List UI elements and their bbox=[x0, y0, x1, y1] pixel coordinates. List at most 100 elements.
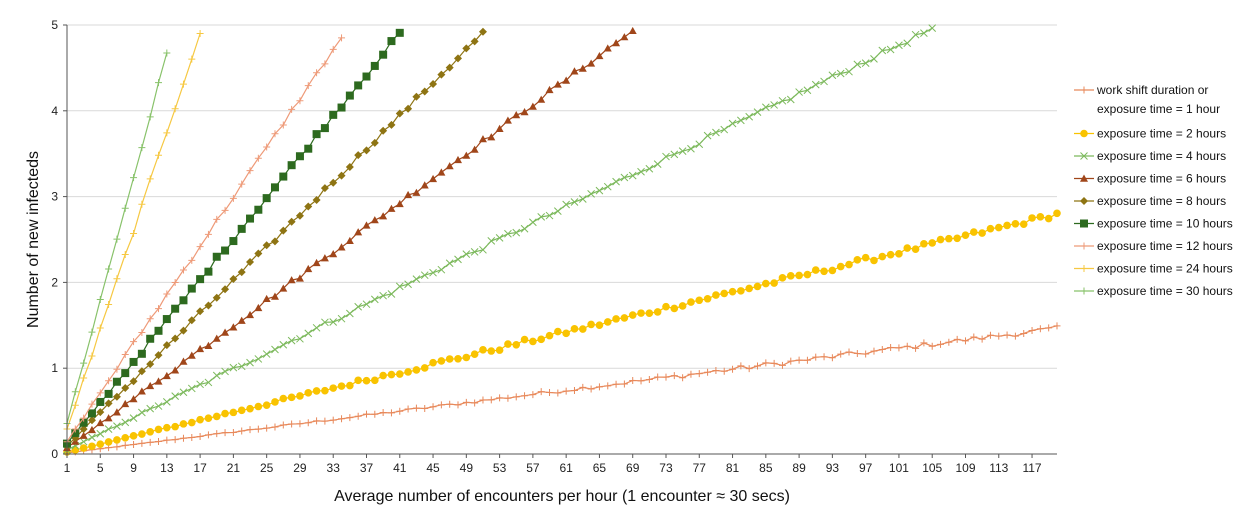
data-point bbox=[254, 249, 263, 258]
legend-item-7: exposure time = 12 hours bbox=[1074, 239, 1233, 253]
data-point bbox=[695, 296, 704, 305]
data-point bbox=[88, 328, 96, 336]
data-point bbox=[295, 152, 304, 161]
data-point bbox=[853, 350, 861, 358]
data-point bbox=[545, 211, 554, 220]
data-point bbox=[154, 377, 163, 385]
data-point bbox=[587, 320, 595, 329]
data-point bbox=[171, 392, 180, 400]
data-point bbox=[495, 346, 504, 354]
data-point bbox=[337, 314, 346, 323]
data-point bbox=[870, 55, 878, 63]
data-point bbox=[246, 167, 254, 175]
data-point bbox=[121, 350, 129, 358]
data-point bbox=[113, 365, 121, 373]
data-point bbox=[845, 260, 853, 269]
data-point bbox=[329, 45, 337, 53]
data-point bbox=[728, 119, 737, 128]
data-point bbox=[645, 376, 653, 384]
data-point bbox=[1080, 287, 1088, 295]
data-point bbox=[345, 162, 354, 171]
data-point bbox=[337, 103, 346, 112]
data-point bbox=[770, 101, 778, 109]
data-point bbox=[370, 295, 379, 304]
data-point bbox=[362, 376, 371, 385]
data-point bbox=[312, 130, 321, 139]
data-point bbox=[803, 270, 812, 279]
data-point bbox=[920, 339, 928, 347]
data-point bbox=[703, 294, 712, 303]
data-point bbox=[271, 345, 279, 354]
data-point bbox=[187, 316, 196, 325]
data-point bbox=[1003, 221, 1011, 230]
x-tick-label: 5 bbox=[97, 461, 104, 475]
series-3 bbox=[63, 24, 937, 454]
data-point bbox=[712, 128, 720, 137]
data-point bbox=[487, 396, 495, 404]
data-point bbox=[163, 129, 171, 137]
data-point bbox=[130, 174, 138, 182]
data-point bbox=[462, 151, 471, 159]
legend-label: exposure time = 2 hours bbox=[1097, 127, 1226, 141]
data-point bbox=[212, 412, 221, 421]
y-tick-label: 5 bbox=[51, 18, 58, 32]
data-point bbox=[478, 27, 487, 36]
data-point bbox=[670, 150, 679, 159]
data-point bbox=[1080, 86, 1088, 94]
data-point bbox=[179, 388, 188, 397]
data-point bbox=[262, 241, 271, 250]
data-point bbox=[462, 250, 471, 258]
data-point bbox=[171, 366, 180, 374]
data-point bbox=[395, 282, 404, 291]
x-tick-label: 85 bbox=[759, 461, 773, 475]
data-point bbox=[138, 408, 146, 417]
data-point bbox=[354, 228, 363, 236]
data-point bbox=[396, 407, 404, 415]
data-point bbox=[862, 350, 870, 358]
x-tick-label: 73 bbox=[659, 461, 673, 475]
data-point bbox=[138, 328, 146, 336]
series-6 bbox=[63, 28, 404, 448]
data-point bbox=[146, 381, 155, 390]
data-point bbox=[130, 440, 138, 448]
data-point bbox=[104, 414, 113, 422]
data-point bbox=[412, 188, 421, 196]
data-point bbox=[828, 354, 836, 362]
data-point bbox=[1011, 219, 1020, 228]
legend-label: exposure time = 1 hour bbox=[1097, 102, 1220, 116]
data-point bbox=[246, 404, 254, 413]
data-point bbox=[487, 347, 496, 355]
data-point bbox=[471, 399, 479, 407]
data-point bbox=[970, 228, 978, 236]
data-point bbox=[279, 340, 288, 349]
data-point bbox=[105, 300, 113, 308]
data-point bbox=[637, 309, 645, 317]
data-point bbox=[1080, 152, 1088, 160]
data-point bbox=[570, 67, 579, 75]
data-point bbox=[329, 250, 338, 258]
data-point bbox=[920, 239, 928, 248]
data-point bbox=[1028, 214, 1036, 222]
data-point bbox=[911, 245, 920, 253]
data-point bbox=[179, 80, 187, 88]
data-point bbox=[429, 79, 438, 88]
data-point bbox=[130, 229, 138, 237]
data-point bbox=[221, 328, 230, 336]
data-point bbox=[1080, 129, 1088, 138]
data-point bbox=[362, 300, 371, 309]
data-point bbox=[620, 380, 628, 388]
data-point bbox=[121, 441, 129, 449]
data-point bbox=[287, 393, 296, 402]
data-point bbox=[279, 172, 288, 181]
data-point bbox=[262, 350, 271, 358]
data-point bbox=[196, 243, 204, 251]
data-point bbox=[238, 180, 246, 188]
data-point bbox=[1036, 325, 1044, 333]
data-point bbox=[1011, 332, 1019, 340]
data-point bbox=[578, 195, 587, 203]
data-point bbox=[795, 271, 803, 280]
data-point bbox=[928, 239, 937, 247]
data-point bbox=[379, 291, 387, 300]
data-point bbox=[803, 356, 811, 364]
x-tick-label: 105 bbox=[922, 461, 942, 475]
